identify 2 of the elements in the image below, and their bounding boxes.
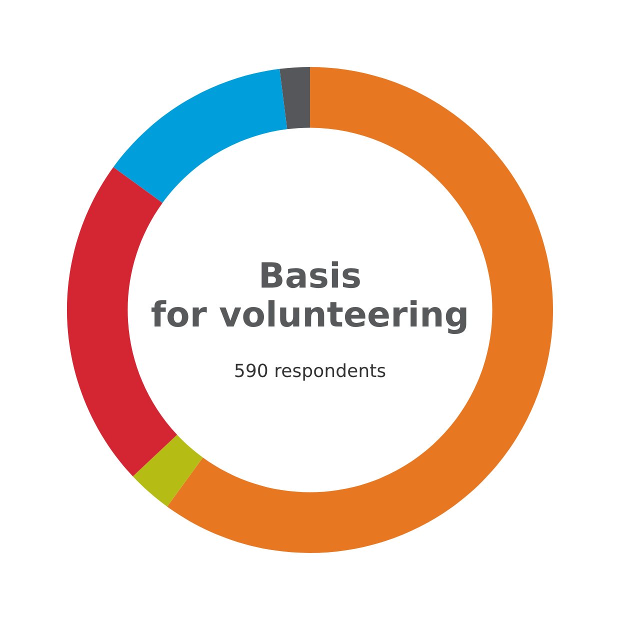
text: 590 respondents	[235, 363, 386, 381]
text: Basis for volunteering	[152, 261, 466, 334]
